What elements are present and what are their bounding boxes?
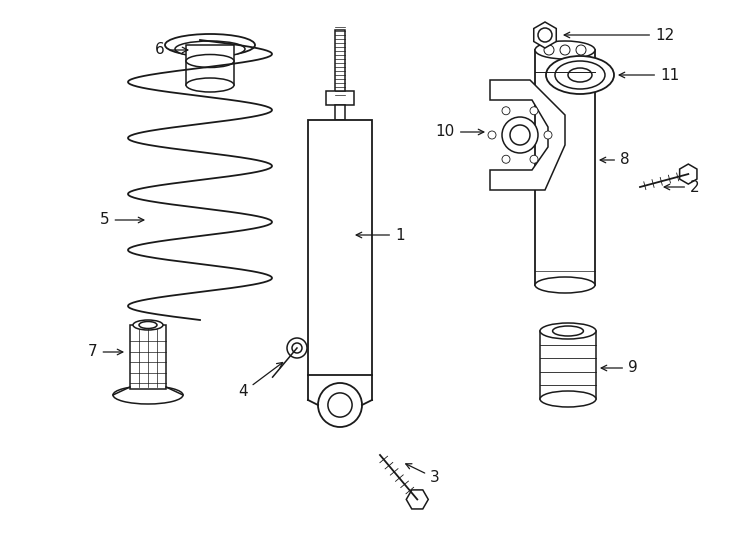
- Ellipse shape: [175, 41, 245, 57]
- Text: 2: 2: [664, 179, 700, 194]
- Polygon shape: [407, 490, 428, 509]
- Bar: [335, 30, 345, 100]
- Circle shape: [544, 131, 552, 139]
- Circle shape: [530, 107, 538, 115]
- Circle shape: [502, 117, 538, 153]
- Circle shape: [488, 131, 496, 139]
- Text: 7: 7: [88, 345, 123, 360]
- Circle shape: [576, 45, 586, 55]
- Circle shape: [510, 125, 530, 145]
- Ellipse shape: [546, 56, 614, 94]
- Bar: [308, 120, 372, 375]
- Ellipse shape: [186, 55, 234, 68]
- Ellipse shape: [540, 391, 596, 407]
- Ellipse shape: [553, 326, 584, 336]
- Text: 1: 1: [356, 227, 404, 242]
- Circle shape: [538, 28, 552, 42]
- Text: 3: 3: [406, 464, 440, 485]
- Polygon shape: [534, 22, 556, 48]
- Text: 9: 9: [601, 361, 638, 375]
- Circle shape: [328, 393, 352, 417]
- Text: 11: 11: [619, 68, 679, 83]
- Circle shape: [530, 155, 538, 163]
- Bar: [130, 325, 166, 389]
- Circle shape: [318, 383, 362, 427]
- Text: 5: 5: [100, 213, 144, 227]
- Bar: [186, 45, 234, 85]
- Bar: [540, 331, 596, 399]
- Text: 8: 8: [600, 152, 630, 167]
- Ellipse shape: [113, 386, 183, 404]
- Circle shape: [502, 107, 510, 115]
- Text: 12: 12: [564, 28, 675, 43]
- Bar: [335, 105, 345, 120]
- Ellipse shape: [540, 323, 596, 339]
- Ellipse shape: [186, 78, 234, 92]
- Ellipse shape: [133, 320, 163, 330]
- Circle shape: [560, 45, 570, 55]
- Circle shape: [544, 45, 554, 55]
- Ellipse shape: [139, 321, 157, 328]
- Text: 10: 10: [436, 125, 484, 139]
- Polygon shape: [490, 80, 565, 190]
- Circle shape: [287, 338, 307, 358]
- Polygon shape: [680, 164, 697, 184]
- Ellipse shape: [555, 61, 605, 89]
- Bar: [326, 91, 354, 105]
- Ellipse shape: [535, 41, 595, 59]
- Ellipse shape: [535, 277, 595, 293]
- Ellipse shape: [165, 34, 255, 56]
- Text: 4: 4: [239, 362, 283, 400]
- Text: 6: 6: [155, 43, 188, 57]
- Circle shape: [502, 155, 510, 163]
- Bar: [535, 50, 595, 285]
- Ellipse shape: [568, 68, 592, 82]
- Circle shape: [292, 343, 302, 353]
